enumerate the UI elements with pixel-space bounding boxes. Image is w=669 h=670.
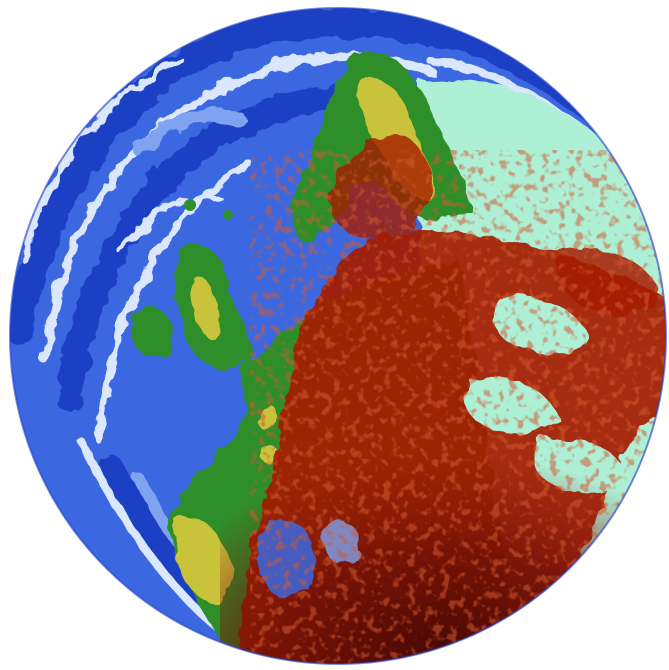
island-small: [131, 307, 173, 357]
island-large-highland: [189, 274, 221, 339]
landmass-south-highland: [174, 517, 233, 603]
texture-speckle: [250, 150, 666, 664]
globe-rim: [9, 7, 667, 665]
islet-2: [223, 210, 233, 220]
islet-1: [184, 199, 196, 211]
